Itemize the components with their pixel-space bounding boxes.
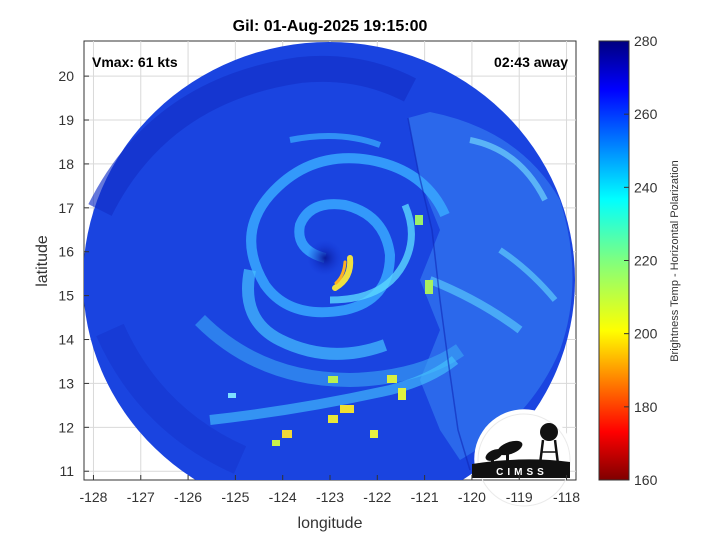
- x-tick-label: -126: [174, 489, 202, 505]
- y-tick-label: 11: [59, 463, 74, 479]
- x-axis-ticks: -128 -127 -126 -125 -124 -123 -122 -121 -120 -119…: [79, 475, 580, 505]
- x-axis-label: longitude: [298, 515, 363, 532]
- colorbar-ticks: 160 180 200 220 240 260 280: [624, 33, 658, 488]
- colorbar-tick-label: 240: [634, 179, 658, 195]
- colorbar-label: Brightness Temp - Horizontal Polarizatio…: [669, 160, 681, 362]
- map-title: Gil: 01-Aug-2025 19:15:00: [233, 18, 428, 35]
- time-away-label: 02:43 away: [494, 54, 568, 70]
- x-tick-label: -127: [127, 489, 155, 505]
- y-tick-label: 12: [58, 419, 74, 435]
- y-axis-ticks: 11 12 13 14 15 16 17 18 19 20: [58, 68, 89, 479]
- x-tick-label: -123: [316, 489, 344, 505]
- y-tick-label: 18: [58, 156, 74, 172]
- y-tick-label: 19: [58, 112, 74, 128]
- y-tick-label: 20: [58, 68, 74, 84]
- x-tick-label: -119: [506, 489, 533, 505]
- cimss-logo: CIMSS: [472, 409, 571, 507]
- y-tick-label: 15: [58, 288, 74, 304]
- x-tick-label: -124: [269, 489, 297, 505]
- y-tick-label: 14: [58, 332, 74, 348]
- y-tick-label: 17: [58, 200, 74, 216]
- colorbar-tick-label: 280: [634, 33, 658, 49]
- vmax-label: Vmax: 61 kts: [92, 54, 178, 70]
- colorbar-tick-label: 180: [634, 399, 658, 415]
- cimss-logo-text: CIMSS: [496, 467, 548, 478]
- y-axis-label: latitude: [34, 235, 51, 287]
- x-tick-label: -122: [363, 489, 391, 505]
- colorbar-tick-label: 200: [634, 326, 658, 342]
- colorbar-tick-label: 260: [634, 106, 658, 122]
- x-tick-label: -128: [79, 489, 107, 505]
- y-tick-label: 16: [58, 244, 74, 260]
- x-tick-label: -118: [553, 489, 580, 505]
- x-tick-label: -121: [411, 489, 439, 505]
- x-tick-label: -125: [221, 489, 249, 505]
- colorbar-tick-label: 160: [634, 472, 658, 488]
- microwave-swath: [84, 42, 575, 480]
- x-tick-label: -120: [458, 489, 486, 505]
- colorbar-tick-label: 220: [634, 253, 658, 269]
- y-tick-label: 13: [58, 375, 74, 391]
